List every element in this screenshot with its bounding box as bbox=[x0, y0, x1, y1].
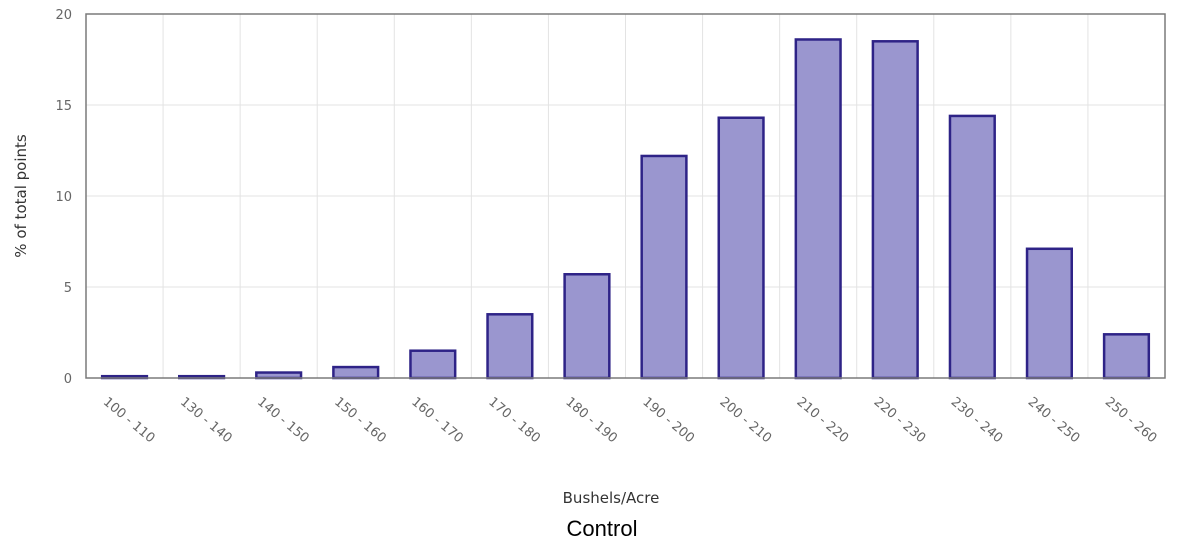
bar bbox=[717, 116, 765, 380]
x-tick-label: 250 - 260 bbox=[1102, 395, 1160, 447]
bar bbox=[563, 273, 611, 380]
x-tick-label: 220 - 230 bbox=[871, 395, 929, 447]
y-tick-label: 10 bbox=[55, 190, 72, 205]
chart-caption: Control bbox=[567, 516, 638, 541]
plot-area-frame bbox=[85, 13, 1166, 379]
bar bbox=[871, 40, 919, 380]
bar bbox=[1025, 247, 1073, 380]
bar bbox=[1102, 333, 1151, 380]
x-tick-label: 210 - 220 bbox=[794, 395, 852, 447]
y-axis-ticks: 0 5 10 15 20 bbox=[55, 8, 72, 387]
x-tick-label: 200 - 210 bbox=[717, 395, 775, 447]
y-axis-title: % of total points bbox=[12, 134, 30, 258]
y-tick-label: 0 bbox=[64, 372, 72, 387]
x-axis-ticks: 100 - 110 130 - 140 140 - 150 150 - 160 160 … bbox=[100, 395, 1160, 447]
bar bbox=[948, 114, 996, 380]
bar bbox=[409, 349, 457, 380]
bar bbox=[486, 313, 534, 380]
x-tick-label: 190 - 200 bbox=[639, 395, 697, 447]
y-tick-label: 5 bbox=[64, 281, 72, 296]
x-tick-label: 140 - 150 bbox=[254, 395, 312, 447]
x-tick-label: 130 - 140 bbox=[177, 395, 235, 447]
x-tick-label: 160 - 170 bbox=[408, 395, 466, 447]
grid-lines bbox=[86, 13, 1165, 379]
bar bbox=[794, 38, 842, 380]
x-tick-label: 170 - 180 bbox=[485, 395, 543, 447]
x-axis-title: Bushels/Acre bbox=[563, 489, 660, 507]
x-tick-label: 150 - 160 bbox=[331, 395, 389, 447]
y-tick-label: 20 bbox=[55, 8, 72, 23]
y-tick-label: 15 bbox=[55, 99, 72, 114]
x-tick-label: 230 - 240 bbox=[948, 395, 1006, 447]
bar bbox=[332, 365, 380, 380]
bar bbox=[640, 154, 688, 380]
x-tick-label: 180 - 190 bbox=[562, 395, 620, 447]
x-tick-label: 240 - 250 bbox=[1025, 395, 1083, 447]
x-tick-label: 100 - 110 bbox=[100, 395, 158, 447]
bar bbox=[255, 371, 303, 380]
